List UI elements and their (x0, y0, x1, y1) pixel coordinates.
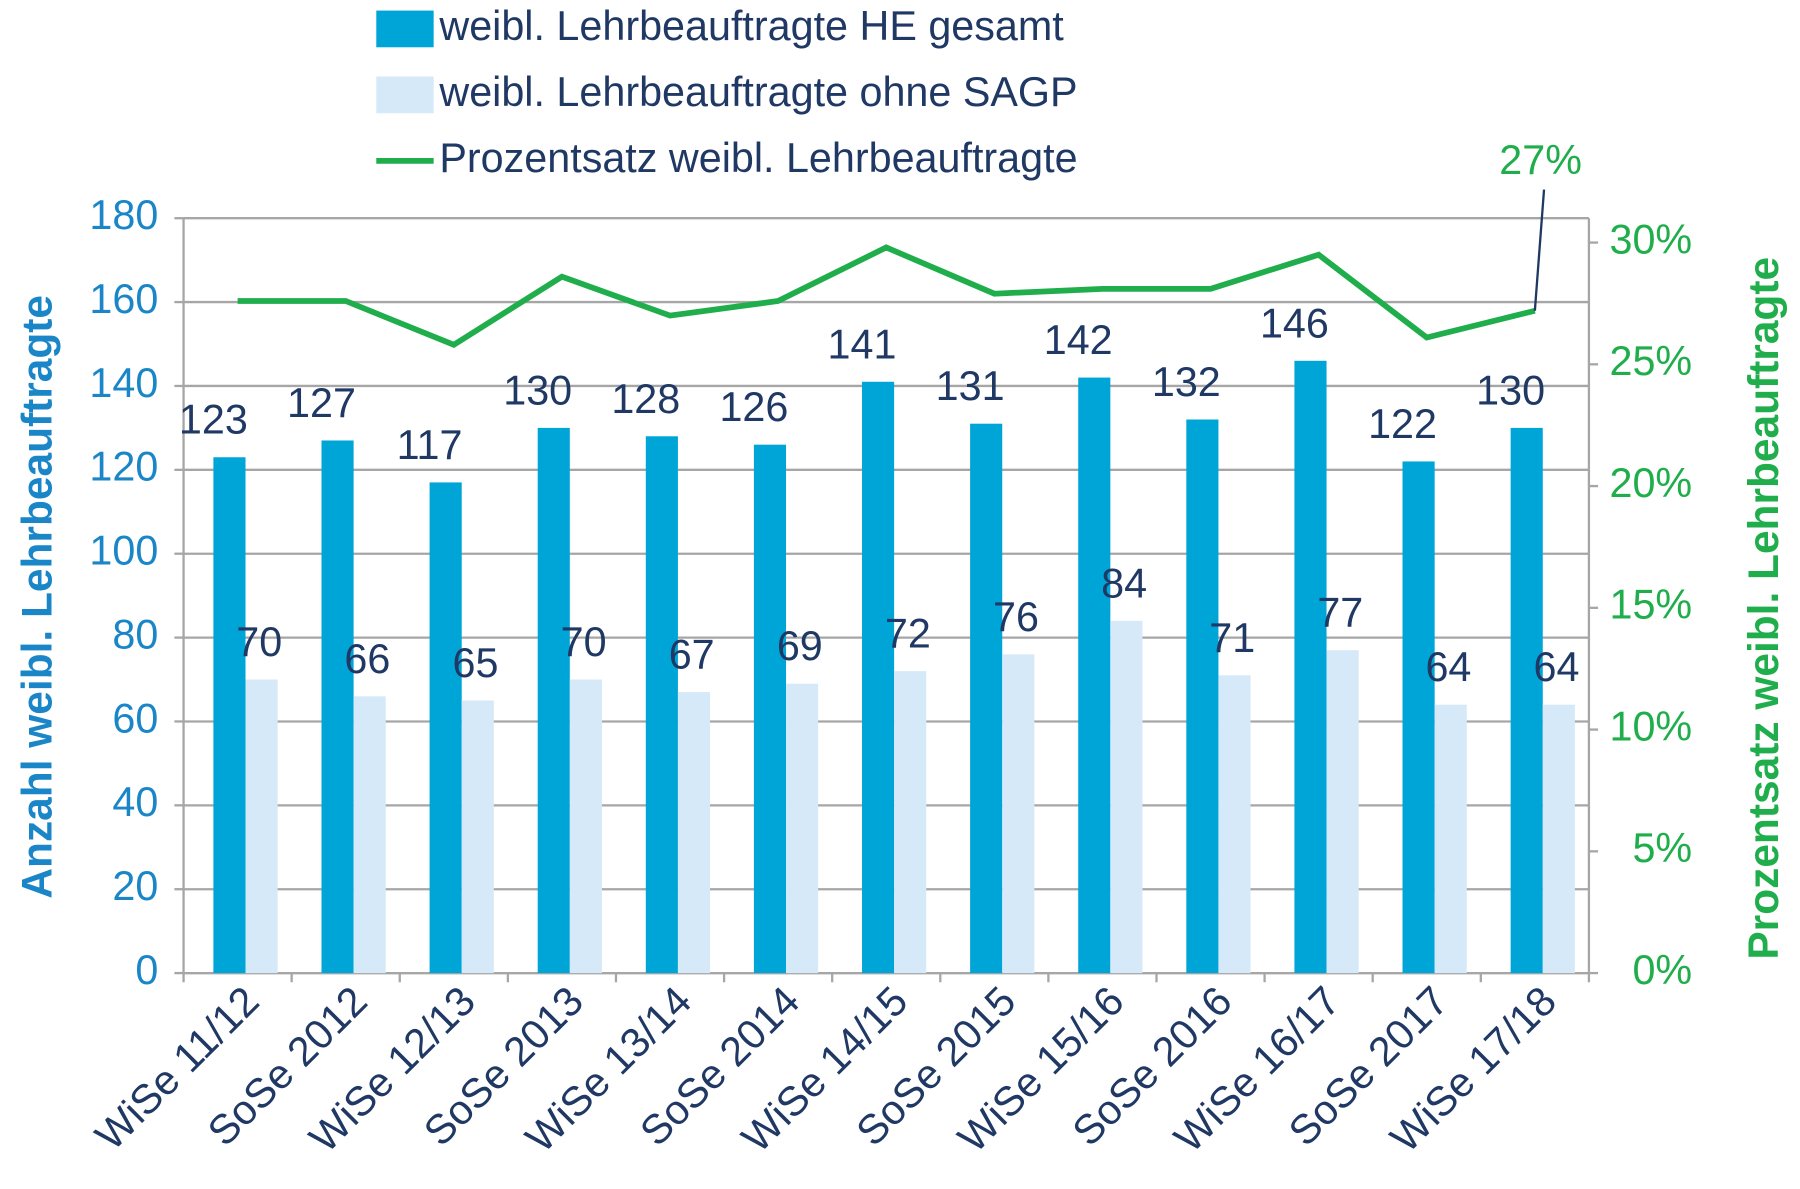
bar (1434, 704, 1467, 974)
bar (569, 679, 602, 974)
y-tick-label: 0 (135, 947, 158, 993)
bar (321, 440, 354, 974)
bar-value-label: 122 (1368, 401, 1437, 447)
bar-value-label: 130 (1476, 367, 1545, 413)
y2-tick-label: 5% (1632, 825, 1692, 871)
y-tick-label: 140 (89, 360, 158, 406)
bar-value-label: 64 (1534, 644, 1580, 690)
bar-value-label: 67 (669, 632, 715, 678)
y2-tick-label: 20% (1610, 460, 1693, 506)
bar (862, 381, 895, 974)
y-tick-label: 100 (89, 528, 158, 574)
bar-value-label: 71 (1209, 615, 1255, 661)
bar (1186, 419, 1219, 974)
y-tick-label: 20 (112, 863, 158, 909)
bar (645, 436, 678, 974)
y2-tick-label: 10% (1610, 703, 1693, 749)
bar (537, 427, 570, 974)
bar-value-label: 117 (397, 422, 463, 468)
bar-value-label: 64 (1425, 644, 1471, 690)
bar (970, 423, 1003, 974)
y-axis-title: Anzahl weibl. Lehrbeauftragte (13, 295, 60, 899)
legend-label: Prozentsatz weibl. Lehrbeauftragte (439, 135, 1077, 181)
bar-value-label: 126 (719, 384, 788, 430)
bar-value-label: 128 (611, 376, 680, 422)
y-tick-label: 120 (89, 444, 158, 490)
bar-value-label: 70 (236, 619, 282, 665)
y2-tick-label: 25% (1610, 338, 1693, 384)
bar (245, 679, 278, 974)
bar (429, 482, 462, 974)
bar-value-label: 127 (287, 380, 356, 426)
bar (894, 671, 927, 974)
bar-value-label: 123 (179, 397, 248, 443)
bar-value-label: 130 (503, 367, 572, 413)
y-tick-label: 180 (89, 192, 158, 238)
bar-value-label: 69 (777, 623, 823, 669)
bar (353, 696, 386, 974)
bar (1110, 620, 1143, 974)
bar (461, 700, 494, 974)
bar-value-label: 84 (1101, 560, 1147, 606)
bar (1326, 650, 1359, 974)
bar-value-label: 142 (1044, 317, 1113, 363)
bar (1078, 377, 1111, 974)
bar (1294, 360, 1327, 974)
line (237, 244, 1536, 349)
y2-tick-label: 15% (1610, 582, 1693, 628)
legend-label: weibl. Lehrbeauftragte ohne SAGP (438, 69, 1077, 115)
legend-label: weibl. Lehrbeauftragte HE gesamt (438, 3, 1064, 49)
bar (1218, 675, 1251, 974)
legend-marker (376, 10, 434, 48)
bar (786, 683, 819, 974)
bar-value-label: 77 (1317, 590, 1363, 636)
bar (1402, 461, 1435, 974)
bar-value-label: 70 (561, 619, 607, 665)
y2-tick-label: 30% (1610, 216, 1693, 262)
bar-value-label: 65 (453, 640, 499, 686)
bar (753, 444, 787, 974)
bar-value-label: 72 (885, 611, 931, 657)
y-tick-label: 80 (112, 611, 158, 657)
y-tick-label: 160 (89, 276, 158, 322)
y-tick-label: 40 (112, 779, 158, 825)
y2-axis-title: Prozentsatz weibl. Lehrbeauftragte (1740, 257, 1787, 960)
bar-value-label: 131 (936, 363, 1005, 409)
bar-value-label: 76 (993, 594, 1039, 640)
legend-marker (376, 76, 434, 114)
bar (213, 457, 246, 974)
line-value-label: 27% (1499, 137, 1582, 183)
bar (1510, 427, 1543, 974)
bar-value-label: 141 (828, 321, 897, 367)
bar-value-label: 132 (1152, 359, 1221, 405)
bar (1002, 654, 1035, 974)
y2-tick-label: 0% (1632, 947, 1692, 993)
leader-line (1533, 189, 1546, 311)
bar (677, 692, 711, 974)
bar-value-label: 66 (344, 636, 390, 682)
bar (1542, 704, 1575, 974)
bar-value-label: 146 (1260, 300, 1329, 346)
y-tick-label: 60 (112, 695, 158, 741)
